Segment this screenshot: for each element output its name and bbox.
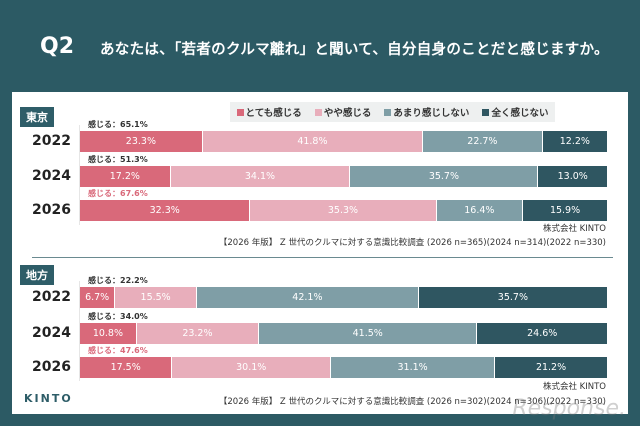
- legend-swatch: [482, 109, 490, 116]
- bar-segment: 13.0%: [538, 166, 607, 187]
- source-note: 【2026 年版】 Z 世代のクルマに対する意識比較調査 (2026 n=302…: [218, 397, 606, 407]
- legend-item: 全く感じない: [482, 105, 548, 119]
- bar-segment: 15.9%: [523, 200, 607, 221]
- bar-segment: 34.1%: [170, 166, 351, 187]
- bar-segment: 30.1%: [172, 357, 332, 378]
- legend-item: あまり感じしない: [384, 105, 469, 119]
- legend: とても感じる やや感じる あまり感じしない 全く感じない: [230, 102, 555, 122]
- bar-segment: 31.1%: [331, 357, 496, 378]
- kinto-logo: KINTO: [24, 392, 73, 405]
- axis-line: [79, 125, 80, 225]
- region-badge: 東京: [20, 107, 54, 127]
- bar-segment: 10.8%: [80, 323, 137, 344]
- legend-item: やや感じる: [314, 105, 372, 119]
- bar-segment: 16.4%: [436, 200, 524, 221]
- bar-segment: 6.7%: [80, 287, 116, 308]
- source-note: 【2026 年版】 Z 世代のクルマに対する意識比較調査 (2026 n=365…: [218, 238, 606, 248]
- summary-label: 感じる：67.6%: [88, 189, 148, 198]
- stacked-bar: 10.8% 23.2% 41.5% 24.6%: [80, 323, 607, 344]
- summary-label: 感じる：51.3%: [88, 155, 148, 164]
- year-label: 2022: [32, 289, 71, 305]
- year-label: 2024: [32, 168, 71, 184]
- legend-swatch: [314, 109, 322, 116]
- bar-segment: 41.8%: [202, 131, 424, 152]
- bar-segment: 17.2%: [80, 166, 171, 187]
- legend-label: とても感じる: [245, 108, 302, 119]
- bar-segment: 15.5%: [115, 287, 197, 308]
- company-credit: 株式会社 KINTO: [542, 224, 606, 234]
- stacked-bar: 32.3% 35.3% 16.4% 15.9%: [80, 200, 607, 221]
- stacked-bar: 6.7% 15.5% 42.1% 35.7%: [80, 287, 607, 308]
- summary-label: 感じる：34.0%: [88, 312, 148, 321]
- bar-segment: 12.2%: [542, 131, 607, 152]
- bar-segment: 42.1%: [196, 287, 419, 308]
- company-credit: 株式会社 KINTO: [542, 382, 606, 392]
- stacked-bar: 23.3% 41.8% 22.7% 12.2%: [80, 131, 607, 152]
- legend-item: とても感じる: [236, 105, 302, 119]
- stacked-bar: 17.2% 34.1% 35.7% 13.0%: [80, 166, 607, 187]
- bar-segment: 32.3%: [80, 200, 251, 221]
- year-label: 2026: [32, 202, 71, 218]
- summary-label: 感じる：65.1%: [88, 120, 148, 129]
- stacked-bar: 17.5% 30.1% 31.1% 21.2%: [80, 357, 607, 378]
- axis-line: [79, 281, 80, 381]
- summary-label: 感じる：22.2%: [88, 276, 148, 285]
- legend-swatch: [236, 109, 244, 116]
- bar-segment: 23.3%: [80, 131, 203, 152]
- legend-label: あまり感じしない: [393, 108, 470, 119]
- bar-segment: 17.5%: [80, 357, 173, 378]
- question-title: あなたは、「若者のクルマ離れ」と聞いて、自分自身のことだと感じますか。: [100, 42, 609, 58]
- bar-segment: 35.3%: [250, 200, 437, 221]
- region-badge: 地方: [20, 265, 54, 285]
- legend-swatch: [384, 109, 392, 116]
- legend-label: やや感じる: [323, 108, 372, 119]
- bar-segment: 24.6%: [477, 323, 607, 344]
- year-label: 2022: [32, 133, 71, 149]
- bar-segment: 23.2%: [136, 323, 259, 344]
- bar-segment: 41.5%: [258, 323, 478, 344]
- summary-label: 感じる：47.6%: [88, 346, 148, 355]
- divider: [32, 257, 613, 258]
- bar-segment: 22.7%: [423, 131, 543, 152]
- watermark: Response.: [512, 396, 626, 421]
- year-label: 2024: [32, 325, 71, 341]
- header: Q2 あなたは、「若者のクルマ離れ」と聞いて、自分自身のことだと感じますか。: [0, 0, 640, 90]
- bar-segment: 21.2%: [495, 357, 607, 378]
- year-label: 2026: [32, 359, 71, 375]
- bar-segment: 35.7%: [418, 287, 607, 308]
- bar-segment: 35.7%: [350, 166, 539, 187]
- legend-label: 全く感じない: [491, 108, 549, 119]
- question-number: Q2: [40, 34, 75, 59]
